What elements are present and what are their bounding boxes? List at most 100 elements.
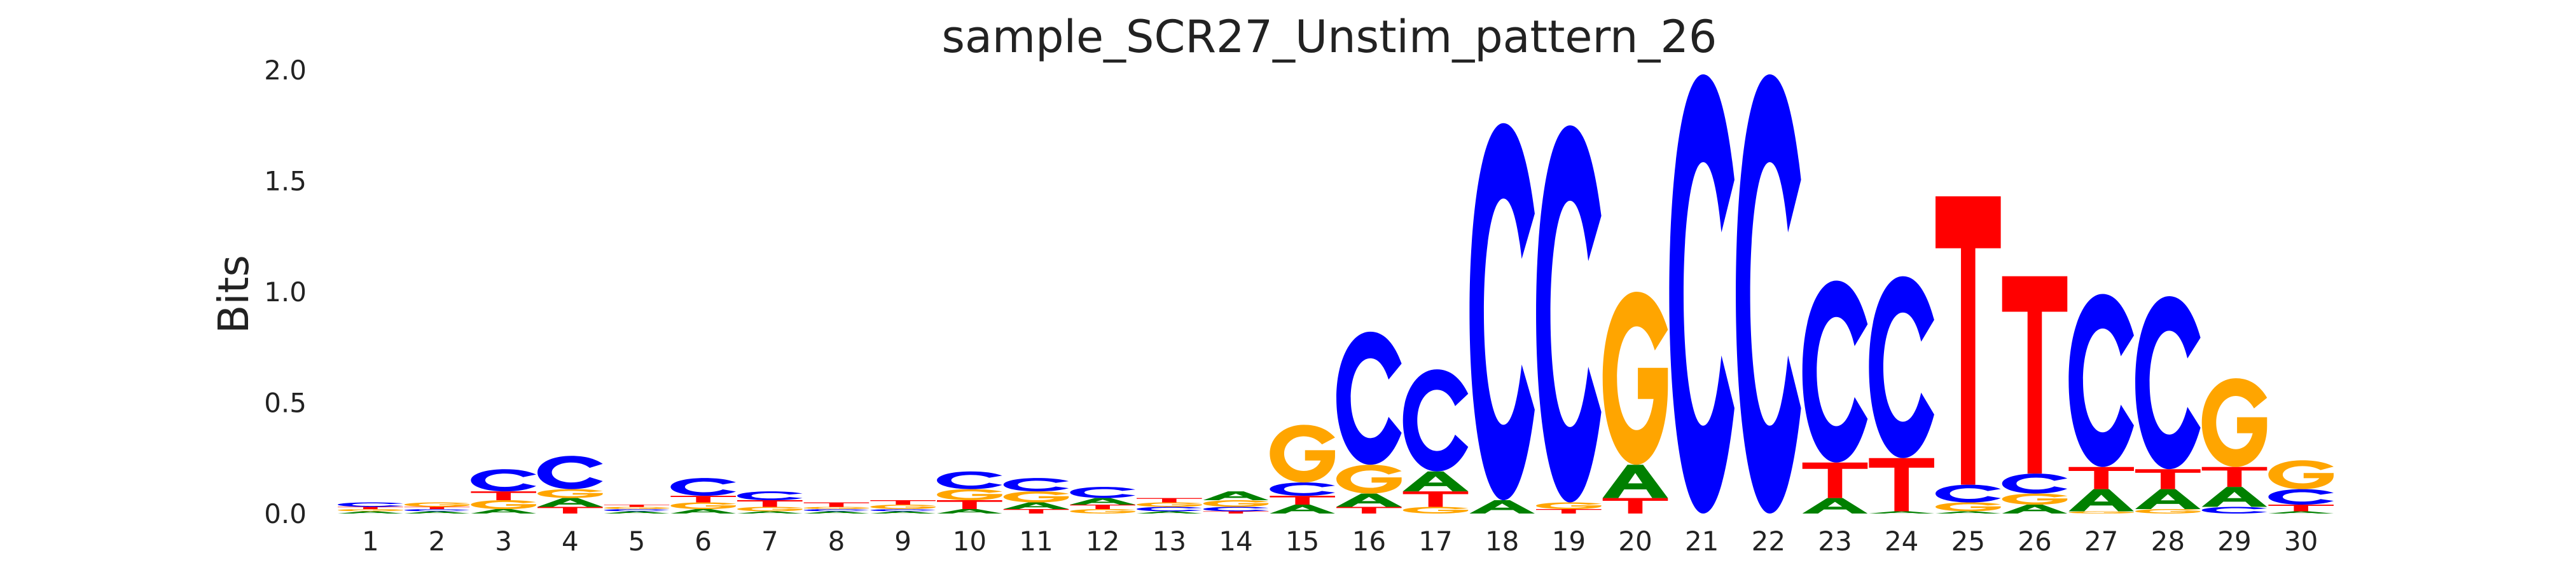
letter-G-pos-30: [2268, 460, 2334, 489]
letter-T-pos-23: [1802, 462, 1868, 498]
letter-A-pos-25: [1935, 511, 2001, 514]
letter-C-pos-6: [670, 478, 736, 496]
letter-A-pos-23: [1802, 498, 1868, 514]
letter-T-pos-3: [471, 491, 536, 501]
y-tick-label: 1.5: [264, 166, 307, 197]
letter-T-pos-9: [870, 500, 936, 505]
x-tick-label: 22: [1752, 526, 1785, 557]
letter-G-pos-13: [1137, 502, 1202, 507]
letter-A-pos-2: [404, 511, 470, 514]
letter-A-pos-17: [1402, 471, 1469, 492]
letter-G-pos-5: [604, 507, 670, 510]
letter-T-pos-13: [1137, 498, 1202, 503]
letter-G-pos-29: [2201, 378, 2268, 467]
letter-T-pos-19: [1536, 509, 1602, 514]
x-tick-label: 19: [1552, 526, 1586, 557]
letter-C-pos-3: [471, 469, 536, 492]
letter-A-pos-30: [2268, 511, 2334, 514]
letter-T-pos-16: [1336, 507, 1402, 514]
letter-C-pos-19: [1536, 125, 1602, 503]
letter-C-pos-4: [537, 456, 603, 489]
x-tick-label: 25: [1951, 526, 1985, 557]
letter-G-pos-12: [1070, 509, 1135, 514]
x-tick-label: 6: [695, 526, 712, 557]
letter-A-pos-3: [471, 509, 536, 514]
x-tick-label: 21: [1685, 526, 1719, 557]
letter-T-pos-20: [1602, 498, 1668, 514]
letter-A-pos-4: [537, 498, 603, 507]
letter-G-pos-3: [471, 500, 536, 510]
letter-C-pos-11: [1003, 478, 1069, 492]
letter-C-pos-24: [1869, 276, 1934, 458]
letter-T-pos-7: [737, 500, 803, 507]
letter-G-pos-28: [2135, 509, 2201, 514]
letter-T-pos-11: [1003, 509, 1069, 514]
letter-stacks: [338, 74, 2334, 514]
letter-C-pos-18: [1469, 123, 1535, 501]
letter-A-pos-29: [2201, 487, 2268, 507]
letter-C-pos-5: [604, 509, 670, 512]
y-tick-label: 0.5: [264, 388, 307, 419]
x-tick-label: 11: [1019, 526, 1053, 557]
letter-T-pos-6: [670, 496, 736, 503]
letter-A-pos-11: [1003, 502, 1069, 510]
letter-T-pos-29: [2201, 466, 2268, 487]
x-tick-label: 8: [828, 526, 845, 557]
letter-G-pos-15: [1270, 425, 1335, 483]
letter-C-pos-30: [2268, 489, 2334, 505]
letter-A-pos-27: [2068, 489, 2134, 512]
letter-G-pos-26: [2002, 493, 2068, 505]
letter-C-pos-1: [338, 502, 403, 507]
x-tick-label: 2: [429, 526, 446, 557]
letter-G-pos-14: [1203, 500, 1269, 507]
letter-A-pos-13: [1137, 511, 1202, 514]
letter-G-pos-1: [338, 509, 403, 512]
letter-A-pos-10: [937, 509, 1002, 514]
x-tick-label: 15: [1285, 526, 1319, 557]
x-tick-label: 16: [1352, 526, 1386, 557]
letter-C-pos-15: [1270, 482, 1335, 496]
letter-C-pos-12: [1070, 487, 1135, 498]
y-tick-label: 0.0: [264, 498, 307, 529]
letter-A-pos-16: [1336, 493, 1402, 507]
x-tick-label: 13: [1153, 526, 1186, 557]
letter-T-pos-4: [537, 507, 603, 514]
letter-G-pos-20: [1602, 292, 1668, 465]
x-tick-label: 29: [2217, 526, 2251, 557]
x-tick-label: 24: [1885, 526, 1918, 557]
chart-title: sample_SCR27_Unstim_pattern_26: [942, 11, 1717, 63]
letter-G-pos-6: [670, 502, 736, 510]
letter-C-pos-29: [2201, 507, 2268, 514]
letter-C-pos-26: [2002, 473, 2068, 494]
letter-T-pos-30: [2268, 505, 2334, 512]
letter-T-pos-10: [937, 500, 1002, 510]
x-tick-label: 20: [1618, 526, 1652, 557]
letter-T-pos-27: [2068, 466, 2134, 489]
letter-G-pos-25: [1935, 502, 2001, 512]
letter-A-pos-14: [1203, 491, 1269, 501]
x-tick-label: 27: [2084, 526, 2118, 557]
x-tick-label: 9: [894, 526, 911, 557]
letter-G-pos-11: [1003, 491, 1069, 503]
letter-G-pos-8: [803, 507, 869, 510]
x-tick-label: 3: [495, 526, 512, 557]
letter-G-pos-16: [1336, 465, 1402, 494]
x-tick-label: 23: [1818, 526, 1852, 557]
x-tick-label: 7: [761, 526, 779, 557]
x-tick-label: 30: [2284, 526, 2318, 557]
x-tick-label: 26: [2018, 526, 2051, 557]
letter-C-pos-28: [2135, 296, 2201, 470]
letter-T-pos-24: [1869, 458, 1934, 512]
x-tick-label: 5: [628, 526, 646, 557]
x-tick-label: 10: [953, 526, 987, 557]
letter-C-pos-7: [737, 491, 803, 501]
y-tick-label: 1.0: [264, 276, 307, 308]
letter-A-pos-24: [1869, 511, 1934, 514]
letter-T-pos-28: [2135, 469, 2201, 489]
y-tick-label: 2.0: [264, 55, 307, 86]
letter-A-pos-1: [338, 511, 403, 514]
x-tick-label: 4: [562, 526, 579, 557]
letter-A-pos-26: [2002, 505, 2068, 514]
letter-G-pos-2: [404, 502, 470, 507]
